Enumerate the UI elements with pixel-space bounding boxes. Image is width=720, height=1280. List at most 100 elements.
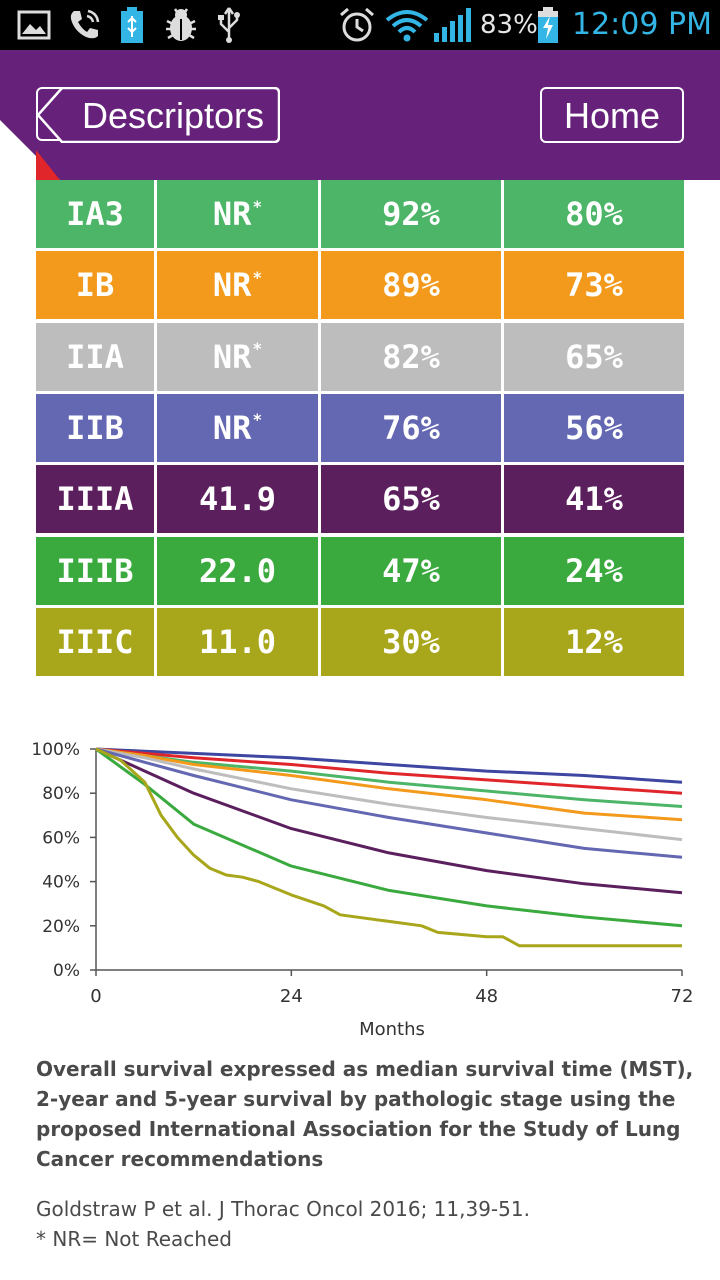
gallery-icon xyxy=(14,0,54,50)
citation: Goldstraw P et al. J Thorac Oncol 2016; … xyxy=(36,1194,696,1254)
cell-value: 82% xyxy=(382,337,440,376)
cell-value: 22.0 xyxy=(198,551,277,590)
stage-cell: IIB xyxy=(36,393,154,462)
chart-series xyxy=(95,747,683,948)
stage-cell: IIIA xyxy=(36,465,154,534)
mst-cell: 11.0 xyxy=(157,607,318,676)
chart-axes: 0% 20% 40% 60% 80% 100% 0 24 48 72 xyxy=(31,740,693,1007)
survival-series-line-5 xyxy=(95,747,683,842)
table-row: IA3 NR * 92% 80% xyxy=(36,180,684,248)
y-tick-label: 0% xyxy=(53,961,80,981)
survival-chart: 0% 20% 40% 60% 80% 100% 0 24 48 72 Months xyxy=(31,740,693,1040)
survival-series-line-7 xyxy=(95,747,683,895)
cell-value: 30% xyxy=(382,622,440,661)
cell-value: 80% xyxy=(565,195,623,233)
survival-series-line-1 xyxy=(95,747,683,784)
nr-footnote: * NR= Not Reached xyxy=(36,1227,232,1251)
x-tick-label: 48 xyxy=(475,986,498,1007)
alarm-icon xyxy=(336,0,378,50)
cell-value: IIIA xyxy=(56,480,134,519)
survival-series-line-2 xyxy=(95,747,683,795)
mst-cell: NR * xyxy=(157,393,318,462)
five-year-cell: 80% xyxy=(504,180,684,248)
usb-icon xyxy=(212,0,246,50)
cell-value: 65% xyxy=(565,337,623,376)
app-header: Descriptors Home xyxy=(0,50,720,180)
battery-charging-icon xyxy=(534,0,562,50)
survival-series-line-4 xyxy=(95,747,683,822)
stage-cell: IIIB xyxy=(36,536,154,605)
cell-value: NR xyxy=(212,408,252,447)
battery-percent: 83% xyxy=(480,10,538,40)
y-tick-label: 80% xyxy=(42,784,80,804)
y-tick-label: 60% xyxy=(42,828,80,848)
five-year-cell: 65% xyxy=(504,322,684,391)
header-background xyxy=(0,50,720,180)
cell-value: 56% xyxy=(565,408,623,447)
y-tick-label: 20% xyxy=(42,917,80,937)
y-tick-label: 40% xyxy=(42,873,80,893)
survival-series-line-9 xyxy=(95,747,682,948)
signal-icon xyxy=(432,0,474,50)
survival-series-line-6 xyxy=(95,747,683,859)
cell-value: IIIB xyxy=(56,551,134,590)
five-year-cell: 12% xyxy=(504,607,684,676)
home-button[interactable]: Home xyxy=(540,87,684,143)
five-year-cell: 41% xyxy=(504,465,684,534)
cell-value: IB xyxy=(75,266,115,305)
back-button-label: Descriptors xyxy=(81,95,265,136)
cell-value: 76% xyxy=(382,408,440,447)
x-tick-label: 0 xyxy=(90,986,101,1007)
mst-cell: NR * xyxy=(157,322,318,391)
table-row: IIIC 11.0 30% 12% xyxy=(36,607,684,676)
table-row: IIB NR * 76% 56% xyxy=(36,393,684,462)
two-year-cell: 65% xyxy=(321,465,501,534)
stage-cell: IIIC xyxy=(36,607,154,676)
cell-value: 89% xyxy=(382,266,440,305)
stage-cell: IA3 xyxy=(36,180,154,248)
nr-marker: * xyxy=(252,196,263,216)
table-row: IIIB 22.0 47% 24% xyxy=(36,536,684,605)
nr-marker: * xyxy=(252,267,263,287)
five-year-cell: 73% xyxy=(504,251,684,320)
survival-series-line-8 xyxy=(95,747,683,928)
back-arrow-icon xyxy=(36,87,280,143)
table-row: IIIA 41.9 65% 41% xyxy=(36,465,684,534)
bug-icon xyxy=(160,0,202,50)
two-year-cell: 76% xyxy=(321,393,501,462)
citation-reference: Goldstraw P et al. J Thorac Oncol 2016; … xyxy=(36,1197,530,1221)
cell-value: IIIC xyxy=(56,622,134,661)
mst-cell: 41.9 xyxy=(157,465,318,534)
x-tick-label: 24 xyxy=(280,986,303,1007)
x-tick-label: 72 xyxy=(671,986,694,1007)
cell-value: 92% xyxy=(382,195,440,233)
cell-value: IIA xyxy=(66,337,124,376)
cell-value: 12% xyxy=(565,622,623,661)
five-year-cell: 56% xyxy=(504,393,684,462)
mst-cell: 22.0 xyxy=(157,536,318,605)
phone-call-icon xyxy=(64,0,104,50)
two-year-cell: 92% xyxy=(321,180,501,248)
two-year-cell: 30% xyxy=(321,607,501,676)
nr-marker: * xyxy=(252,339,263,359)
x-axis-label: Months xyxy=(359,1019,425,1040)
table-row: IB NR * 89% 73% xyxy=(36,251,684,320)
cell-value: 24% xyxy=(565,551,623,590)
clock: 12:09 PM xyxy=(572,7,712,42)
descriptors-back-button[interactable]: Descriptors xyxy=(36,87,280,143)
cell-value: NR xyxy=(212,195,252,233)
cell-value: 47% xyxy=(382,551,440,590)
nr-marker: * xyxy=(252,410,263,430)
cell-value: IIB xyxy=(66,408,124,447)
usb-battery-icon xyxy=(114,0,150,50)
wifi-icon xyxy=(384,0,430,50)
cell-value: NR xyxy=(212,337,252,376)
mst-cell: NR * xyxy=(157,180,318,248)
cell-value: 41% xyxy=(565,480,623,519)
cell-value: 65% xyxy=(382,480,440,519)
two-year-cell: 89% xyxy=(321,251,501,320)
cell-value: IA3 xyxy=(66,195,124,233)
y-tick-label: 100% xyxy=(31,740,80,760)
mst-cell: NR * xyxy=(157,251,318,320)
chart-caption: Overall survival expressed as median sur… xyxy=(36,1057,694,1171)
